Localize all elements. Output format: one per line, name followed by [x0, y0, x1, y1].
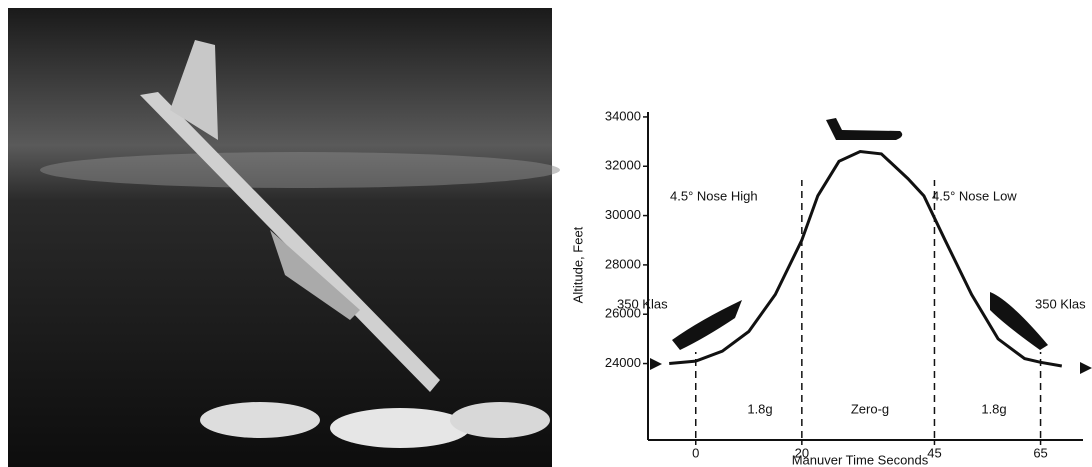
plane-silhouette [990, 292, 1048, 350]
annotation: 1.8g [747, 401, 772, 416]
cloud [450, 402, 550, 438]
x-axis-label: Manuver Time Seconds [792, 452, 929, 467]
plane-silhouette [826, 118, 903, 140]
cloud [330, 408, 470, 448]
y-tick-label: 32000 [605, 158, 641, 173]
cloud-band [40, 152, 560, 188]
plane-silhouette [672, 300, 742, 350]
x-tick-label: 65 [1033, 445, 1047, 460]
y-tick-label: 26000 [605, 306, 641, 321]
x-tick-label: 45 [927, 445, 941, 460]
fuselage [140, 92, 440, 392]
x-tick-label: 20 [795, 445, 809, 460]
annotation: 350 Klas [617, 296, 668, 311]
annotation: Zero-g [851, 401, 889, 416]
arrow-start [650, 358, 662, 370]
line [669, 149, 1063, 368]
y-tick-label: 34000 [605, 108, 641, 123]
y-tick-label: 28000 [605, 256, 641, 271]
annotation: 350 Klas [1035, 296, 1086, 311]
annotation: 4.5° Nose High [670, 188, 758, 203]
x-tick-label: 0 [692, 445, 699, 460]
wing [270, 230, 360, 320]
arrow-end [1080, 362, 1092, 374]
y-axis-label: Altitude, Feet [570, 226, 585, 303]
y-tick-label: 24000 [605, 355, 641, 370]
y-tick-label: 30000 [605, 207, 641, 222]
chart-decor [650, 118, 1092, 374]
photo [8, 8, 560, 467]
annotation: 1.8g [981, 401, 1006, 416]
tail-fin [170, 40, 218, 140]
cloud [200, 402, 320, 438]
annotation: 4.5° Nose Low [932, 188, 1017, 203]
